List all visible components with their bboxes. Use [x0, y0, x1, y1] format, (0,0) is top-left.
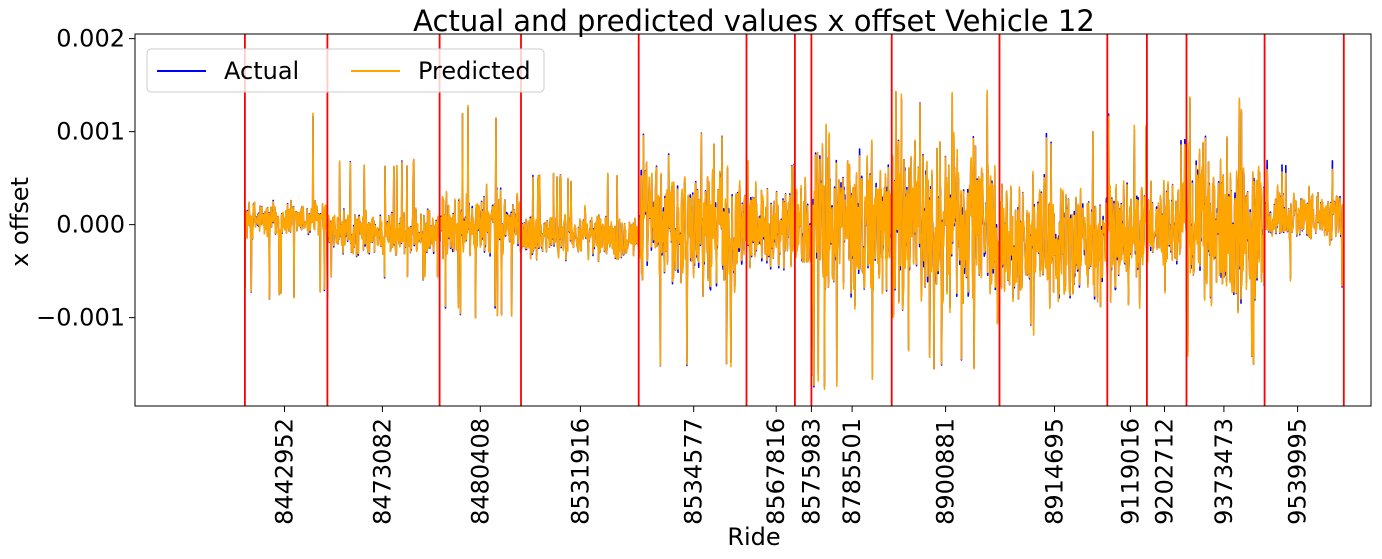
x-tick-label: 8785501 [838, 418, 866, 525]
legend-box [146, 48, 545, 93]
y-axis: 0.002 0.001 0.000 −0.001 [36, 25, 135, 332]
chart-title: Actual and predicted values x offset Veh… [413, 4, 1095, 38]
x-tick-label: 8575983 [797, 418, 825, 525]
y-tick-label: 0.001 [56, 118, 125, 146]
x-tick-label: 9539995 [1284, 418, 1312, 525]
x-tick-label: 9202712 [1151, 418, 1179, 525]
y-axis-label: x offset [6, 177, 34, 267]
y-tick-label: 0.000 [56, 211, 125, 239]
plot-area [243, 34, 1345, 406]
y-tick-label: −0.001 [36, 304, 125, 332]
x-axis: 8442952 8473082 8480408 8531916 8534577 85678… [271, 406, 1312, 525]
x-axis-label: Ride [727, 523, 780, 551]
x-tick-label: 8442952 [271, 418, 299, 525]
legend-entry-predicted: Predicted [418, 57, 531, 85]
x-tick-label: 9373473 [1210, 418, 1238, 525]
plot-frame [134, 33, 1372, 407]
x-tick-label: 8480408 [466, 418, 494, 525]
x-tick-label: 8531916 [566, 418, 594, 525]
legend: Actual Predicted [146, 48, 545, 93]
x-tick-label: 8534577 [680, 418, 708, 525]
x-tick-label: 8914695 [1041, 418, 1069, 525]
legend-entry-actual: Actual [224, 57, 299, 85]
y-tick-label: 0.002 [56, 25, 125, 53]
x-tick-label: 9119016 [1116, 418, 1144, 525]
x-tick-label: 8473082 [368, 418, 396, 525]
x-tick-label: 8900881 [932, 418, 960, 525]
x-tick-label: 8567816 [762, 418, 790, 525]
